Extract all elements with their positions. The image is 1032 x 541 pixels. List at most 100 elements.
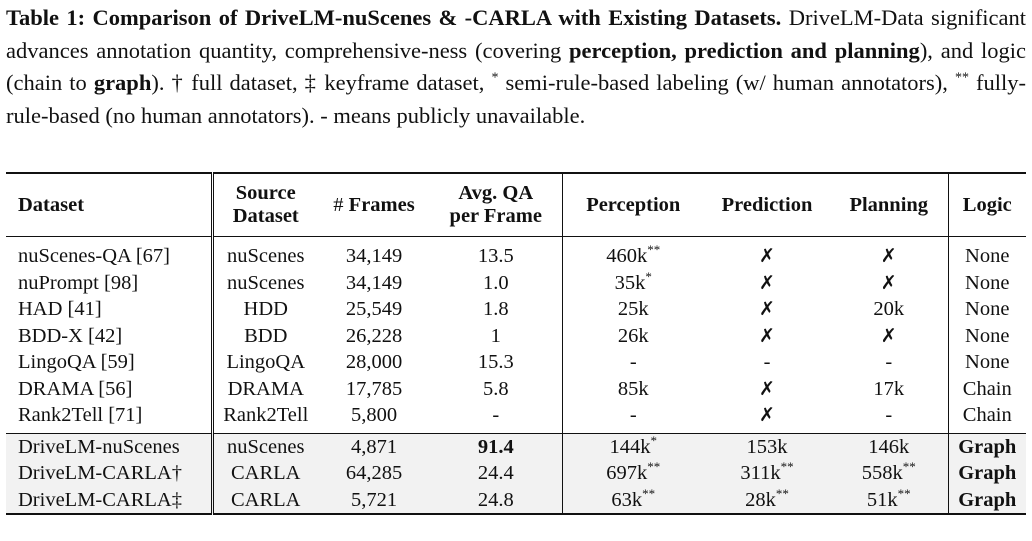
cell-logic: None xyxy=(948,349,1026,376)
cell-avg-qa-value: 5.8 xyxy=(482,377,509,400)
cell-logic: None xyxy=(948,270,1026,297)
cell-logic-value: None xyxy=(965,271,1010,294)
cell-perception-value: - xyxy=(629,351,637,373)
cell-logic: Chain xyxy=(948,402,1026,429)
cell-perception: 63k** xyxy=(562,485,704,515)
cell-source-value: BDD xyxy=(244,324,288,347)
cell-frames: 64,285 xyxy=(318,460,430,487)
cell-source-value: CARLA xyxy=(231,488,301,511)
caption-text-2: ), and logic (chain to xyxy=(6,37,1027,96)
header-logic: Logic xyxy=(948,172,1026,237)
cell-planning: 17k xyxy=(830,375,949,402)
cell-planning: - xyxy=(830,402,949,429)
cell-dataset-value: nuPrompt [98] xyxy=(18,271,139,294)
header-frames-label: Frames xyxy=(348,193,415,216)
cell-avg-qa-value: 15.3 xyxy=(477,351,514,373)
cell-prediction-value: ✗ xyxy=(759,245,775,267)
table-title: Comparison of DriveLM-nuScenes & -CARLA … xyxy=(92,5,782,30)
cell-prediction: 311k** xyxy=(704,460,830,487)
cell-prediction-marker: ** xyxy=(775,485,789,501)
cell-logic-value: None xyxy=(965,324,1010,347)
header-avg-qa-line1: Avg. QA xyxy=(458,182,534,204)
cell-prediction: 153k xyxy=(704,432,830,460)
cell-frames-value: 25,549 xyxy=(345,298,403,320)
cell-perception-marker: * xyxy=(645,268,652,284)
cell-prediction: ✗ xyxy=(704,402,830,429)
cell-frames: 17,785 xyxy=(318,376,430,403)
cell-avg-qa: 1.0 xyxy=(430,269,563,296)
cell-frames-value: 4,871 xyxy=(350,435,398,458)
caption-dstar-note: fully-rule-based (no human annotators). … xyxy=(6,70,1027,128)
cell-prediction-value: ✗ xyxy=(759,377,775,400)
cell-planning-value: ✗ xyxy=(880,324,897,347)
caption-bold-1: perception, prediction and planning xyxy=(569,37,920,63)
header-source-line2: Dataset xyxy=(232,205,299,227)
cell-perception: 144k* xyxy=(562,432,704,460)
cell-frames-value: 64,285 xyxy=(345,462,403,484)
cell-source: LingoQA xyxy=(212,349,318,376)
cell-frames: 5,721 xyxy=(318,486,430,515)
table-row: BDD-X [42] BDD 26,228 1 26k ✗ ✗ None xyxy=(6,322,1026,350)
row-spacer xyxy=(6,236,1026,243)
cell-prediction-value: 153k xyxy=(746,435,788,458)
caption-text-3: ). xyxy=(151,70,165,95)
cell-source-value: CARLA xyxy=(231,462,301,484)
spacer-cell xyxy=(6,236,214,243)
cell-prediction-value: ✗ xyxy=(759,324,775,347)
cell-perception-marker: ** xyxy=(642,485,656,501)
cell-source-value: HDD xyxy=(243,298,288,320)
table-row: HAD [41] HDD 25,549 1.8 25k ✗ 20k None xyxy=(6,296,1026,323)
cell-frames: 34,149 xyxy=(318,270,430,297)
spacer-cell xyxy=(430,236,563,243)
header-avg-qa: Avg. QA per Frame xyxy=(430,172,563,237)
caption-dagger-note: † full dataset, ‡ keyframe dataset, xyxy=(171,70,485,95)
cell-dataset-value: Rank2Tell [71] xyxy=(18,404,143,426)
cell-source: Rank2Tell xyxy=(212,402,318,429)
cell-planning-marker: ** xyxy=(902,459,916,475)
cell-source-value: Rank2Tell xyxy=(223,404,309,426)
cell-avg-qa-value: 91.4 xyxy=(477,435,514,458)
cell-logic-value: Graph xyxy=(958,462,1017,484)
comparison-table: Dataset Source Dataset # Frames Avg. QA … xyxy=(6,172,1026,515)
cell-frames-value: 34,149 xyxy=(345,245,403,267)
cell-source-value: LingoQA xyxy=(226,351,306,373)
cell-dataset-value: BDD-X [42] xyxy=(18,324,123,347)
cell-frames: 5,800 xyxy=(318,402,430,429)
cell-perception: 460k** xyxy=(562,243,704,270)
cell-perception: 85k xyxy=(562,376,704,403)
cell-prediction-value: ✗ xyxy=(759,298,775,320)
cell-source: nuScenes xyxy=(212,270,318,297)
cell-avg-qa: 13.5 xyxy=(430,243,563,270)
cell-dataset-value: DriveLM-CARLA‡ xyxy=(18,488,182,511)
cell-perception-value: 460k xyxy=(606,245,648,267)
cell-prediction: ✗ xyxy=(704,243,830,270)
cell-planning-value: ✗ xyxy=(880,245,897,267)
cell-logic: Graph xyxy=(948,486,1026,515)
cell-planning: ✗ xyxy=(830,322,949,349)
cell-avg-qa-value: - xyxy=(492,404,500,426)
cell-prediction-marker: ** xyxy=(780,459,794,475)
cell-planning-value: 558k xyxy=(861,462,903,484)
cell-source-value: nuScenes xyxy=(227,435,305,458)
cell-dataset: DriveLM-CARLA† xyxy=(6,460,214,487)
cell-avg-qa-value: 1.8 xyxy=(482,298,509,320)
cell-logic-value: Graph xyxy=(958,488,1017,511)
table-row: LingoQA [59] LingoQA 28,000 15.3 - - - None xyxy=(6,349,1026,376)
cell-source: HDD xyxy=(212,296,318,323)
cell-prediction-value: 28k xyxy=(745,488,776,511)
header-planning: Planning xyxy=(830,172,949,237)
cell-source-value: nuScenes xyxy=(227,245,305,267)
cell-logic: Chain xyxy=(948,376,1026,403)
cell-planning-value: - xyxy=(885,404,893,426)
cell-perception-value: 25k xyxy=(617,298,649,320)
cell-source: BDD xyxy=(212,323,318,350)
spacer-cell xyxy=(830,236,949,243)
cell-prediction-value: ✗ xyxy=(759,271,775,294)
cell-logic: Graph xyxy=(948,432,1026,460)
cell-dataset: BDD-X [42] xyxy=(6,322,214,349)
cell-prediction: ✗ xyxy=(704,323,830,350)
cell-dataset: DRAMA [56] xyxy=(6,375,214,402)
cell-dataset-value: DriveLM-nuScenes xyxy=(18,435,180,458)
cell-perception-value: 144k xyxy=(609,435,651,458)
